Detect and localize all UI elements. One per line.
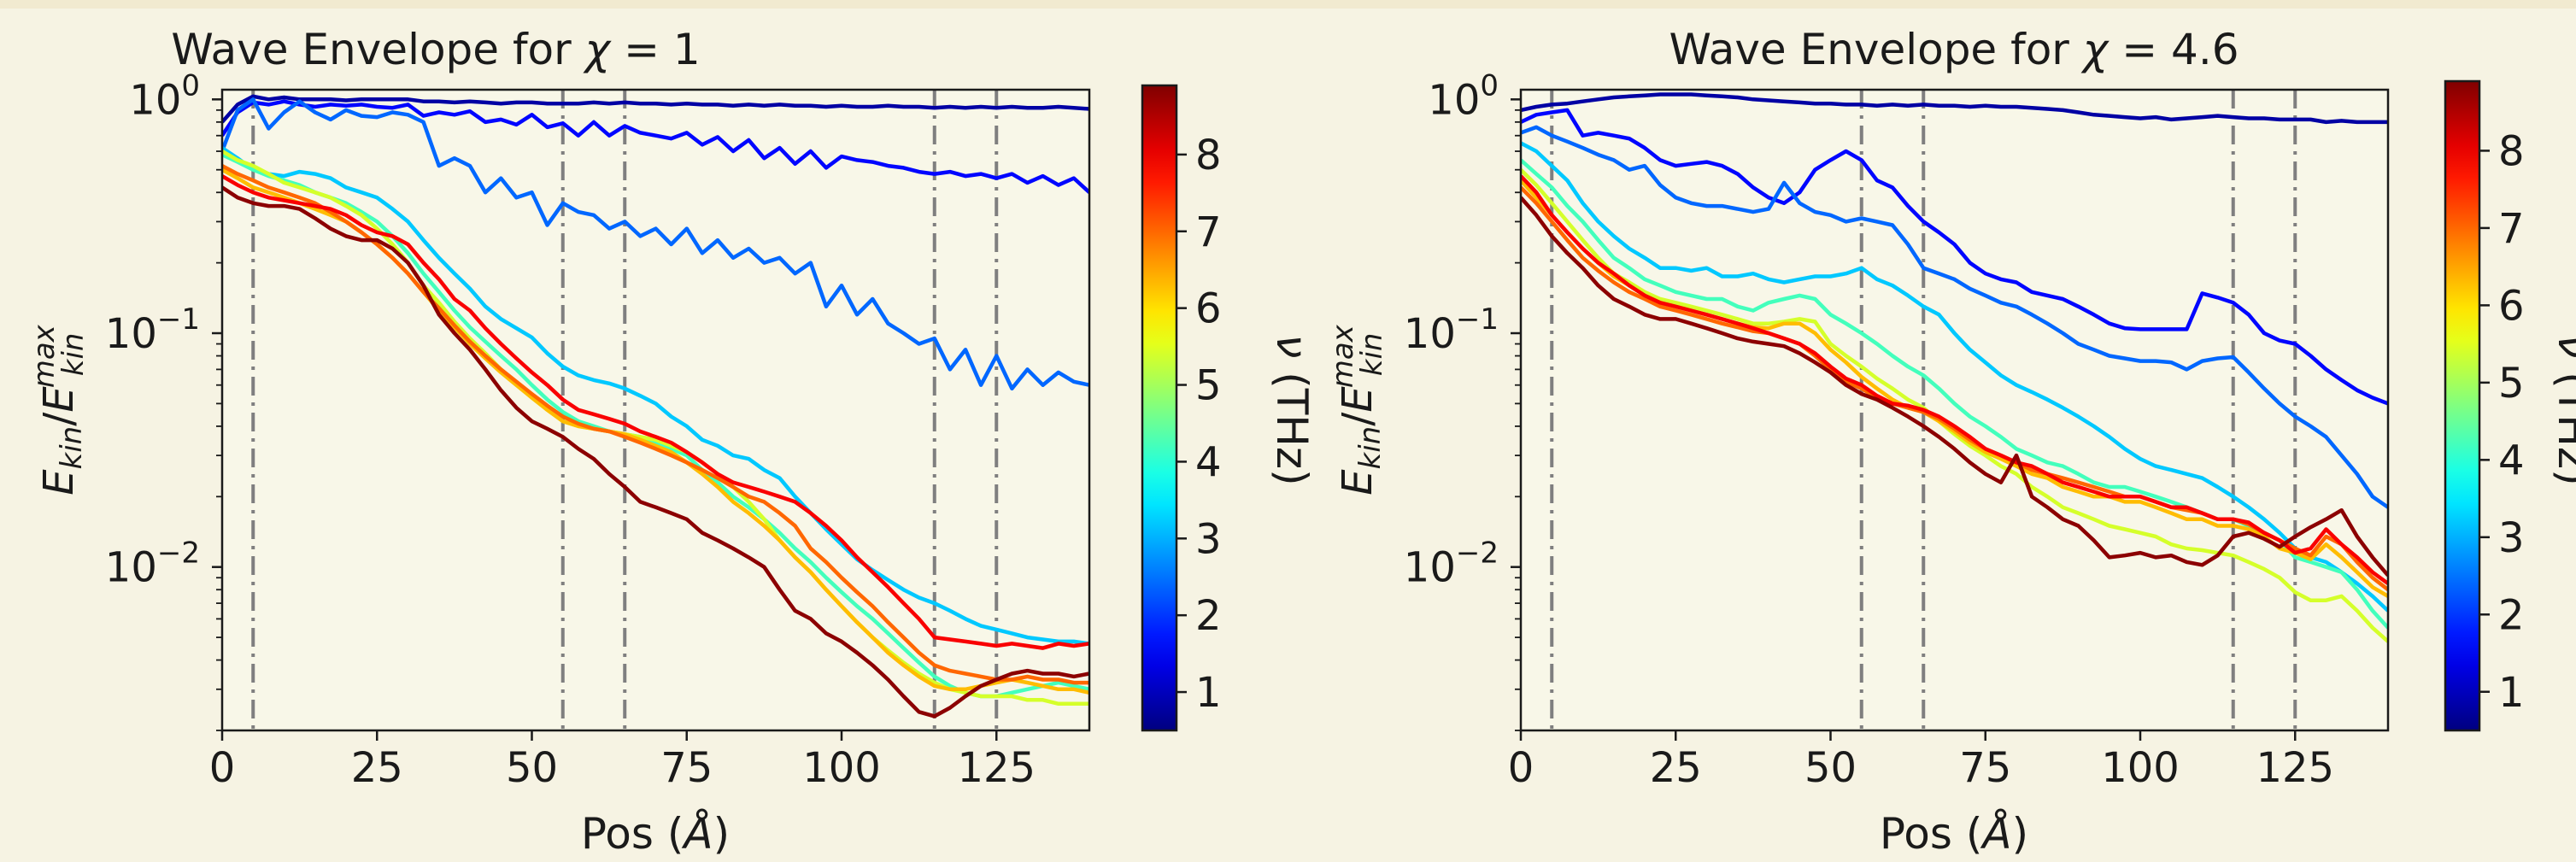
left-colorbar: 1 2 3 4 5 6 7 8 (1141, 84, 1222, 732)
figure-top-band (0, 0, 2576, 9)
right-x-tick-label-2: 50 (1804, 744, 1857, 792)
right-series-4-line (1521, 141, 2388, 613)
left-x-ticks: 0 25 50 75 100 125 (209, 730, 1036, 792)
left-y-ticks: 100 10−1 10−2 (105, 68, 222, 731)
right-x-ticks: 0 25 50 75 100 125 (1508, 730, 2334, 792)
right-plot-area (1521, 90, 2388, 730)
left-x-tick-label-1: 25 (351, 744, 403, 792)
left-colorbar-tick-label-4: 5 (1195, 362, 1222, 410)
right-x-tick-label-3: 75 (1959, 744, 2011, 792)
right-colorbar-tick-label-6: 7 (2498, 205, 2525, 253)
left-colorbar-tick-label-3: 4 (1195, 438, 1222, 486)
left-colorbar-label: ν (THz) (1267, 334, 1317, 485)
left-colorbar-tick-label-1: 2 (1195, 592, 1222, 640)
left-y-tick-label-0: 100 (129, 68, 200, 124)
right-colorbar-tick-label-4: 5 (2498, 360, 2525, 408)
right-series-2-line (1521, 108, 2388, 406)
left-colorbar-tick-label-7: 8 (1195, 132, 1222, 179)
left-series-4-line (222, 146, 1089, 646)
right-colorbar: 1 2 3 4 5 6 7 8 (2444, 79, 2525, 732)
left-x-tick-label-2: 50 (506, 744, 558, 792)
left-series-8-line (222, 164, 1089, 685)
right-colorbar-gradient (2444, 79, 2481, 732)
right-plot-frame (1519, 88, 2390, 732)
left-panel: Wave Envelope for χ = 1 0 25 50 75 100 125 10… (27, 25, 1317, 859)
left-y-tick-label-1: 10−1 (105, 302, 200, 358)
right-x-tick-label-5: 125 (2256, 744, 2334, 792)
right-series-1-line (1521, 92, 2388, 125)
right-colorbar-tick-label-0: 1 (2498, 669, 2525, 717)
left-y-axis-label: Ekin/Emaxkin (27, 324, 91, 495)
left-x-tick-label-0: 0 (209, 744, 236, 792)
right-y-tick-label-0: 100 (1428, 68, 1499, 124)
right-y-tick-label-2: 10−2 (1404, 537, 1499, 592)
left-series-9-line (222, 174, 1089, 650)
left-colorbar-gradient (1141, 84, 1178, 732)
left-x-axis-label: Pos (Å) (581, 809, 730, 859)
left-colorbar-tick-label-6: 7 (1195, 208, 1222, 256)
left-colorbar-tick-label-0: 1 (1195, 669, 1222, 717)
right-x-tick-label-1: 25 (1650, 744, 1702, 792)
left-colorbar-tick-label-2: 3 (1195, 515, 1222, 563)
right-series-3-line (1521, 125, 2388, 509)
left-series (222, 94, 1089, 718)
right-y-axis-label: Ekin/Emaxkin (1326, 324, 1389, 495)
right-colorbar-tick-label-1: 2 (2498, 591, 2525, 639)
left-series-1-line (222, 94, 1089, 124)
left-plot-frame (220, 88, 1091, 732)
left-panel-title: Wave Envelope for χ = 1 (171, 25, 700, 74)
right-series-6-line (1521, 168, 2388, 643)
left-series-2-line (222, 99, 1089, 194)
right-panel: Wave Envelope for χ = 4.6 0 25 50 75 100 125 … (1326, 25, 2576, 859)
right-colorbar-label: ν (THz) (2549, 334, 2576, 485)
left-y-tick-label-2: 10−2 (105, 537, 200, 592)
right-colorbar-tick-label-7: 8 (2498, 127, 2525, 175)
right-panel-title: Wave Envelope for χ = 4.6 (1669, 25, 2239, 74)
right-x-tick-label-4: 100 (2101, 744, 2180, 792)
right-colorbar-tick-label-3: 4 (2498, 437, 2525, 484)
right-series-10-line (1521, 196, 2388, 578)
left-colorbar-tick-label-5: 6 (1195, 285, 1222, 333)
left-plot-area (222, 90, 1089, 730)
left-series-10-line (222, 185, 1089, 718)
right-series-9-line (1521, 174, 2388, 585)
right-y-ticks: 100 10−1 10−2 (1404, 68, 1521, 731)
left-x-tick-label-3: 75 (660, 744, 713, 792)
right-series (1521, 92, 2388, 643)
left-series-5-line (222, 153, 1089, 699)
left-series-3-line (222, 97, 1089, 391)
right-colorbar-tick-label-2: 3 (2498, 514, 2525, 562)
left-x-tick-label-4: 100 (802, 744, 881, 792)
right-y-tick-label-1: 10−1 (1404, 302, 1499, 358)
right-colorbar-tick-label-5: 6 (2498, 282, 2525, 330)
right-x-tick-label-0: 0 (1508, 744, 1534, 792)
left-x-tick-label-5: 125 (957, 744, 1036, 792)
right-x-axis-label: Pos (Å) (1880, 809, 2028, 859)
